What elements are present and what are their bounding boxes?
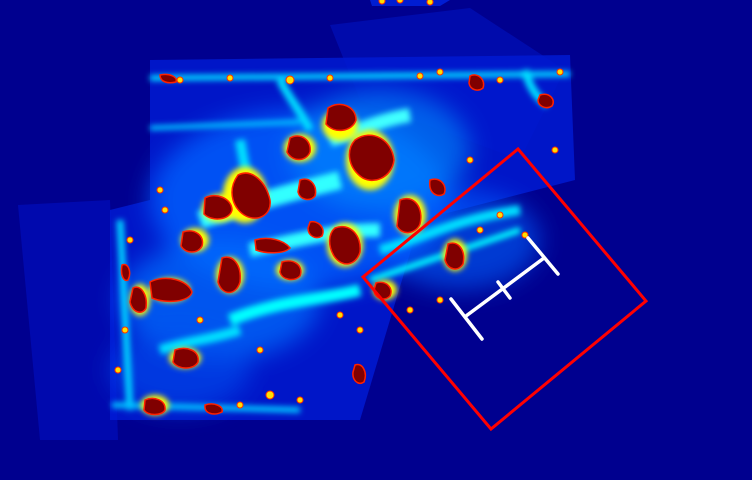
marker-center-tick <box>496 280 512 300</box>
marker-end-b <box>526 236 560 276</box>
scan-tile-left <box>18 200 118 440</box>
heat-speckles <box>114 0 564 409</box>
heat-hotspots <box>120 73 554 416</box>
selection-box[interactable] <box>360 146 649 432</box>
robot-pose-marker[interactable] <box>449 236 560 341</box>
scan-tile-top <box>330 8 565 160</box>
marker-beam <box>464 256 546 318</box>
marker-end-a <box>449 297 484 341</box>
